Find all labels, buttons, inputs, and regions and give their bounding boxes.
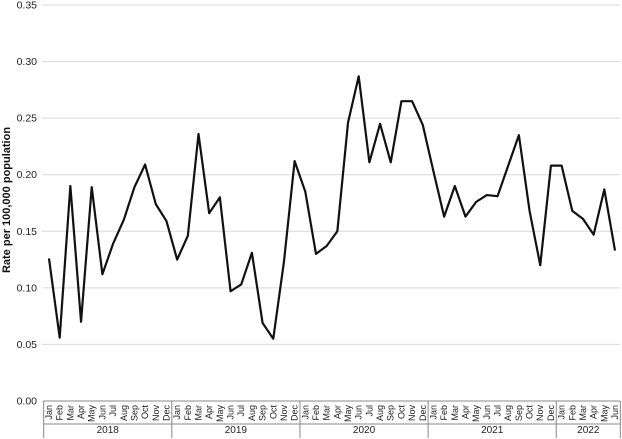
year-label: 2019 (225, 425, 248, 436)
x-tick-label: Feb (183, 405, 193, 421)
x-axis: Jan Feb Mar Apr May Jun Jul Aug Sep Oct Nov Dec Jan F… (43, 400, 621, 438)
x-tick-label: Mar (194, 405, 204, 421)
x-tick-label: Oct (140, 405, 150, 420)
x-tick-label: Apr (204, 405, 214, 419)
x-tick-label: Jan (44, 405, 54, 420)
x-tick-label: May (343, 405, 353, 423)
x-tick-label: May (599, 405, 609, 423)
x-tick-label: Mar (578, 405, 588, 421)
year-label: 2018 (97, 425, 120, 436)
x-tick-label: Jun (226, 405, 236, 420)
y-tick-label: 0.05 (17, 339, 38, 351)
x-tick-label: Apr (76, 405, 86, 419)
x-tick-label: Dec (418, 405, 428, 422)
x-tick-label: Oct (396, 405, 406, 420)
x-tick-label: Feb (311, 405, 321, 421)
x-tick-label: May (215, 405, 225, 423)
x-tick-label: Jan (172, 405, 182, 420)
x-tick-label: Jul (364, 405, 374, 417)
x-tick-label: Jun (482, 405, 492, 420)
x-tick-label: Feb (55, 405, 65, 421)
x-tick-label: Nov (407, 405, 417, 422)
x-tick-label: Jul (236, 405, 246, 417)
y-tick-label: 0.00 (17, 396, 38, 408)
x-tick-label: Jan (300, 405, 310, 420)
x-tick-label: Jun (610, 405, 620, 420)
x-tick-label: Mar (65, 405, 75, 421)
gridlines (42, 4, 620, 402)
x-tick-label: Sep (129, 405, 139, 421)
x-tick-label: Jan (557, 405, 567, 420)
x-tick-label: Jun (354, 405, 364, 420)
x-tick-label: Mar (450, 405, 460, 421)
x-tick-label: May (87, 405, 97, 423)
x-tick-label: Oct (268, 405, 278, 420)
y-axis-label: Rate per 100,000 population (1, 127, 13, 273)
x-tick-label: Sep (514, 405, 524, 421)
year-label: 2020 (353, 425, 376, 436)
x-tick-label: Jul (108, 405, 118, 417)
x-tick-label: Nov (151, 405, 161, 422)
x-tick-label: Feb (439, 405, 449, 421)
y-tick-label: 0.15 (17, 226, 38, 238)
x-tick-label: Apr (589, 405, 599, 419)
x-tick-label: Mar (322, 405, 332, 421)
x-tick-label: Oct (525, 405, 535, 420)
x-tick-label: Aug (375, 405, 385, 421)
y-tick-label: 0.30 (17, 56, 38, 68)
x-tick-label: Dec (290, 405, 300, 422)
y-tick-label: 0.35 (17, 0, 38, 12)
x-tick-label: Aug (503, 405, 513, 421)
x-tick-label: Nov (535, 405, 545, 422)
x-tick-label: Jul (493, 405, 503, 417)
x-tick-label: Feb (567, 405, 577, 421)
y-tick-label: 0.25 (17, 113, 38, 125)
x-tick-label: Apr (332, 405, 342, 419)
rate-series-line (47, 75, 617, 340)
x-tick-label: Aug (247, 405, 257, 421)
y-tick-label: 0.10 (17, 282, 38, 294)
x-tick-label: Dec (546, 405, 556, 422)
x-tick-label: Aug (119, 405, 129, 421)
y-axis-ticks: 0.00 0.05 0.10 0.15 0.20 0.25 0.30 0.35 (17, 0, 38, 408)
x-tick-label: Sep (258, 405, 268, 421)
x-tick-label: Dec (161, 405, 171, 422)
x-tick-label: Apr (460, 405, 470, 419)
year-label: 2021 (481, 425, 504, 436)
x-tick-label: Jun (97, 405, 107, 420)
y-tick-label: 0.20 (17, 169, 38, 181)
x-tick-label: May (471, 405, 481, 423)
x-tick-label: Sep (386, 405, 396, 421)
x-tick-label: Jan (428, 405, 438, 420)
year-label: 2022 (577, 425, 600, 436)
x-tick-label: Nov (279, 405, 289, 422)
